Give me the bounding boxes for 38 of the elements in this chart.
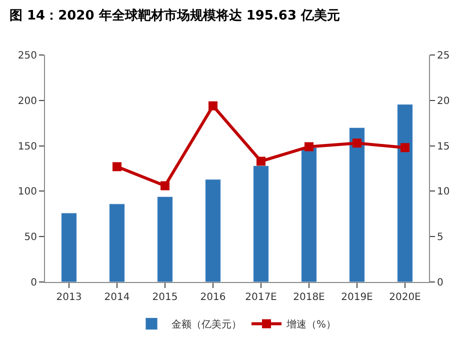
y2-tick-label: 0 [437,278,444,288]
y-tick-label: 100 [18,186,37,198]
y2-tick-label: 25 [437,50,450,62]
legend-label: 金额（亿美元） [172,318,242,331]
bar [349,127,365,282]
point [160,181,170,190]
point [256,156,266,166]
y-tick-label: 150 [18,141,37,152]
x-tick-label: 2019E [341,292,373,303]
point [400,143,410,152]
x-tick-label: 2013 [56,292,82,303]
x-tick-label: 2020E [389,292,421,303]
bar [301,147,317,282]
y-tick-label: 250 [18,50,37,62]
point [112,162,122,172]
y2-tick-label: 20 [437,96,450,107]
x-tick-label: 2015 [152,292,178,303]
bar [61,212,77,282]
y-tick-label: 50 [24,232,37,244]
bar [109,204,125,282]
point [304,142,314,152]
y2-tick-label: 10 [437,186,450,198]
x-tick-label: 2014 [104,292,130,303]
chart-title: 图 14：2020 年全球靶材市场规模将达 195.63 亿美元 [9,8,340,24]
y-tick-label: 0 [30,278,37,288]
bar [397,104,413,282]
x-tick-label: 2018E [293,292,325,303]
x-tick-label: 2017E [245,292,277,303]
x-tick-label: 2016 [200,292,226,303]
bar [253,166,269,282]
point [352,138,362,148]
legend-label: 增速（%） [286,318,336,331]
bar [205,179,221,282]
y2-tick-label: 5 [437,232,444,244]
point [208,101,218,110]
y-tick-label: 200 [18,96,37,107]
bar [157,196,173,282]
y2-tick-label: 15 [437,141,450,152]
